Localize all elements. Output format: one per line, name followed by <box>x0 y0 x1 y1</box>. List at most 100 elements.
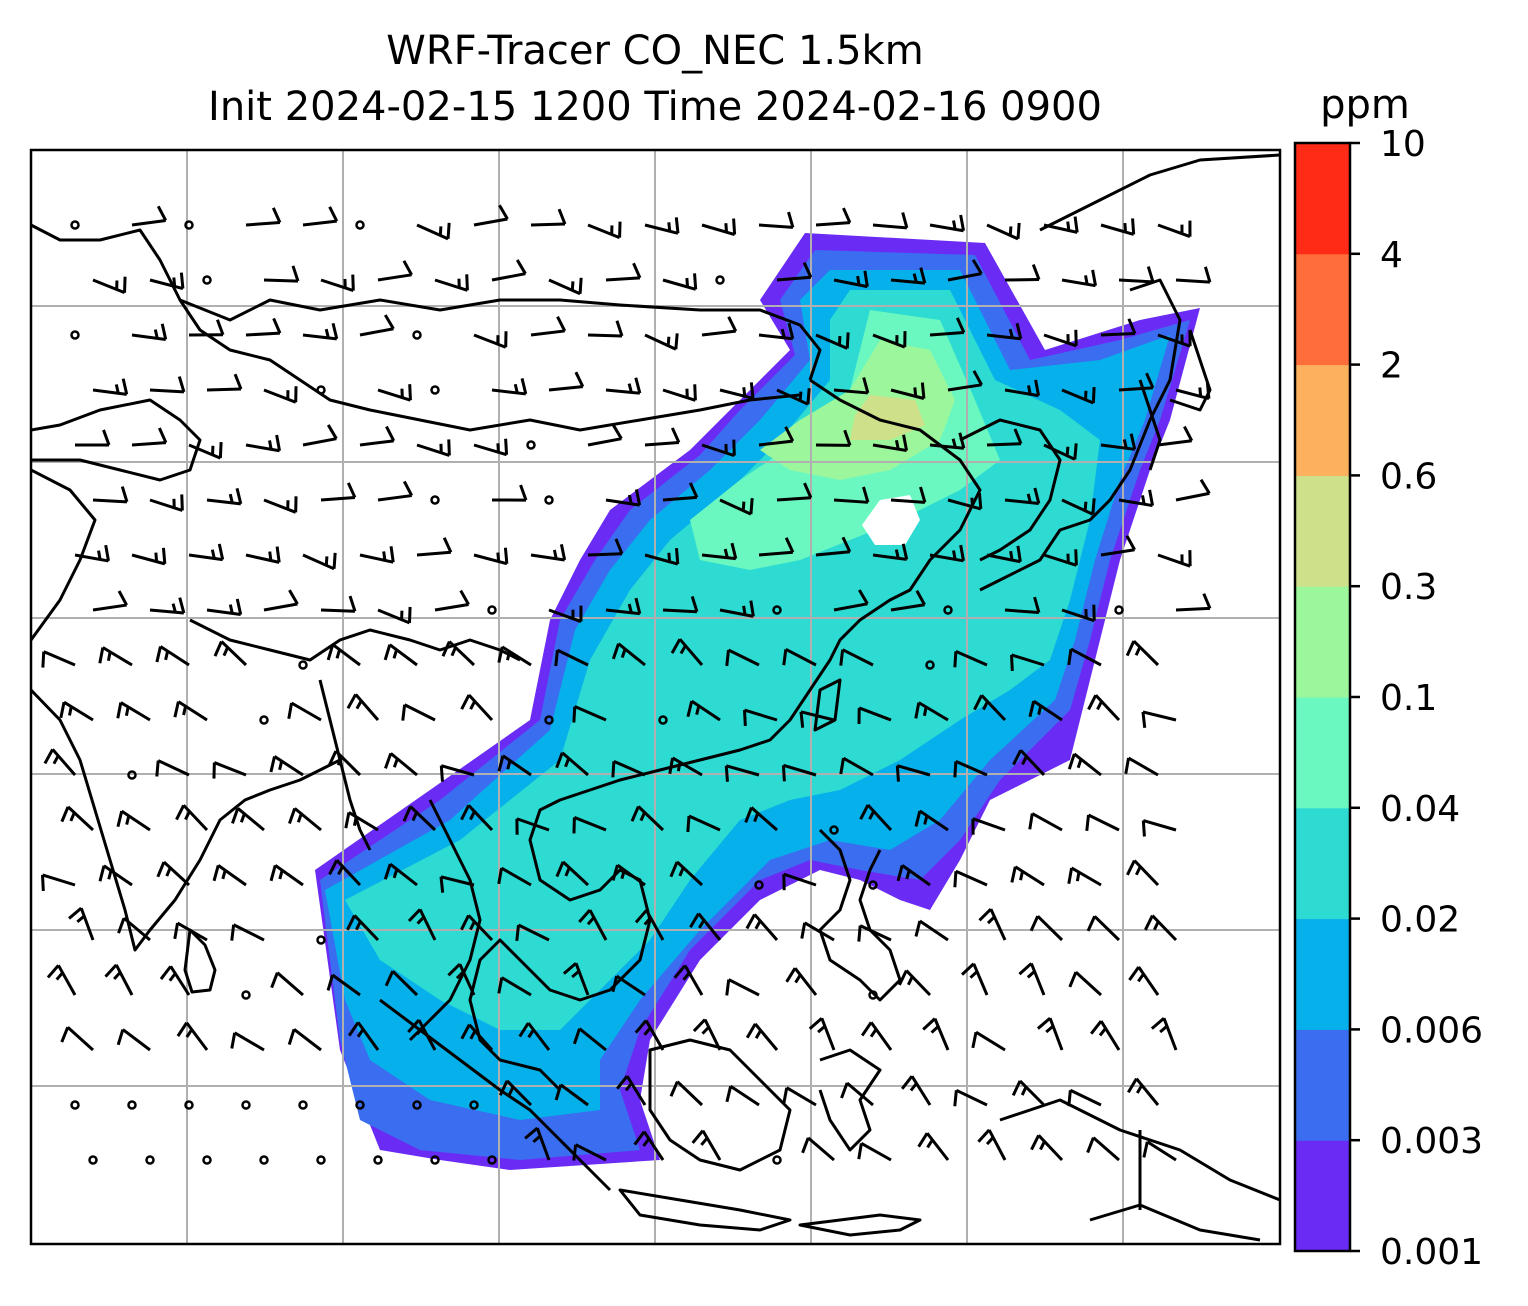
colorbar-tick-label: 0.001 <box>1380 1232 1483 1273</box>
wind-barb <box>799 710 835 728</box>
wind-barb <box>473 331 508 349</box>
wind-barb <box>548 371 585 392</box>
colorbar-tick-label: 0.3 <box>1380 567 1437 608</box>
wind-barb <box>430 495 440 505</box>
wind-barb <box>872 331 907 349</box>
wind-barb <box>498 1079 533 1107</box>
wind-barb <box>176 1021 209 1051</box>
wind-barb <box>184 1100 194 1110</box>
coast-sulawesi <box>818 1048 882 1152</box>
wind-barb <box>914 701 949 722</box>
wind-barb <box>692 1018 722 1051</box>
wind-barb <box>673 964 704 996</box>
wind-barb <box>943 605 953 615</box>
wind-barb <box>572 1027 607 1052</box>
wind-barb <box>1061 498 1096 516</box>
wind-barb <box>662 595 699 614</box>
wind-barb <box>634 909 665 941</box>
colorbar-tick-label: 0.02 <box>1380 900 1460 941</box>
wind-barb <box>383 643 418 667</box>
wind-barb <box>92 486 129 504</box>
wind-barb <box>715 275 725 285</box>
wind-barb <box>230 923 265 942</box>
wind-barb <box>1010 865 1045 887</box>
wind-barb <box>947 370 983 392</box>
wind-barb <box>605 597 642 616</box>
wind-barb <box>346 693 380 721</box>
wind-barb <box>241 1100 251 1110</box>
colorbar-unit-label: ppm <box>1320 82 1410 128</box>
wind-barb <box>156 860 191 887</box>
wind-barb <box>116 1028 151 1052</box>
wind-barb <box>287 701 322 722</box>
wind-barb <box>611 759 646 778</box>
wind-barb <box>689 912 722 941</box>
wind-barb <box>327 749 362 777</box>
colorbar-tick-label: 0.6 <box>1380 456 1437 497</box>
wind-barb <box>890 267 927 285</box>
wind-barb <box>320 274 355 292</box>
wind-barb <box>745 913 779 941</box>
wind-barb <box>1004 596 1041 615</box>
wind-barb <box>298 660 308 670</box>
wind-barb <box>1142 1140 1177 1162</box>
wind-barb <box>355 220 365 230</box>
wind-barb <box>701 218 737 236</box>
wind-barb <box>188 543 225 562</box>
wind-barb <box>149 597 186 615</box>
wind-barb <box>117 916 151 942</box>
wind-barb <box>1043 216 1079 234</box>
wind-barb <box>460 693 494 722</box>
wind-barb <box>914 809 949 832</box>
wind-barb <box>1125 639 1160 667</box>
coast-indochina <box>468 788 652 1092</box>
wind-barb <box>473 204 509 227</box>
wind-barb <box>1175 478 1211 502</box>
wind-barb <box>611 642 646 667</box>
border-mongolia <box>179 298 822 381</box>
wind-barb <box>815 536 852 557</box>
wind-barb <box>548 605 583 623</box>
wind-barb <box>402 805 437 832</box>
wind-barb <box>800 921 835 942</box>
wind-barb <box>922 1017 950 1051</box>
wind-barb <box>555 860 590 887</box>
wind-barb <box>407 1019 437 1051</box>
colorbar: 0.001 0.003 0.006 0.02 0.04 0.1 0.3 0.6 2 4 10 <box>1293 124 1483 1273</box>
wind-barb <box>149 272 185 291</box>
wind-barb <box>668 756 703 777</box>
wind-barb <box>829 825 839 835</box>
wind-barb <box>971 817 1006 835</box>
wind-barb <box>815 207 852 227</box>
wind-barb <box>611 974 646 997</box>
coast-lesser-sunda <box>798 1213 922 1237</box>
wind-barb <box>1175 266 1212 284</box>
wind-barb <box>1086 915 1121 942</box>
wind-barb <box>43 748 77 776</box>
wind-barb <box>953 869 988 888</box>
wind-barb <box>491 259 527 282</box>
wind-barb <box>719 600 755 618</box>
wind-barb <box>206 373 243 392</box>
wind-barb <box>1061 604 1096 623</box>
wind-barb <box>872 212 909 230</box>
wind-barb <box>724 764 760 782</box>
wind-barb <box>929 317 966 337</box>
wind-barb <box>70 220 80 230</box>
wind-barb <box>302 424 338 447</box>
wind-barb <box>701 542 738 561</box>
wind-barb <box>859 803 893 832</box>
wind-barb <box>644 217 680 235</box>
colorbar-tick-label: 0.04 <box>1380 789 1460 830</box>
wind-barb <box>377 260 413 282</box>
wind-barb <box>1175 382 1211 401</box>
wind-barb <box>259 715 269 725</box>
wind-barb <box>971 1030 1006 1052</box>
wind-barb <box>88 1155 98 1165</box>
wind-barb <box>758 211 795 229</box>
wind-barb <box>686 699 721 722</box>
wind-barb <box>986 428 1023 447</box>
wind-barb <box>259 1155 269 1165</box>
wind-barb <box>776 262 813 282</box>
wind-barb <box>1118 372 1155 392</box>
